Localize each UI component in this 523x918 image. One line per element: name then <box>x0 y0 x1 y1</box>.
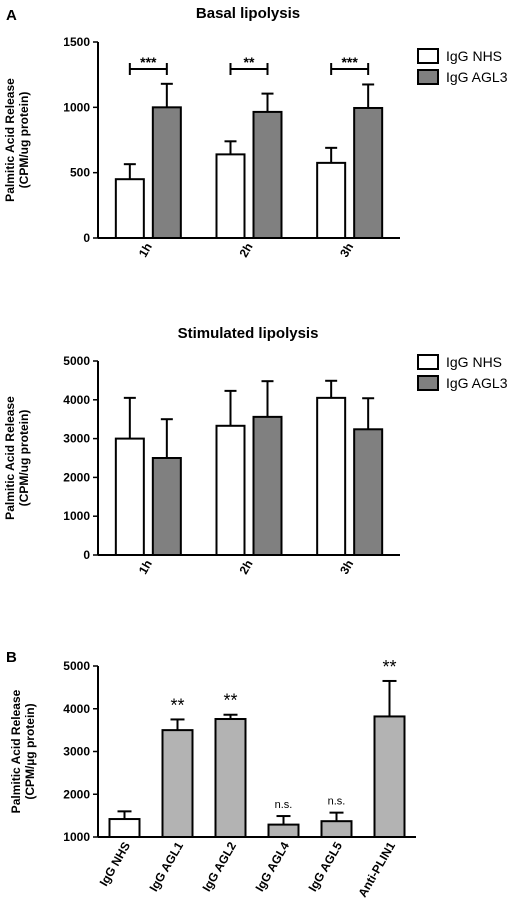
legend-label: IgG AGL3 <box>446 69 508 85</box>
significance-label: ** <box>223 691 237 711</box>
bar <box>267 823 300 838</box>
bar-igg-agl3 <box>353 106 384 239</box>
y-tick-label: 4000 <box>63 393 90 407</box>
y-tick-label: 4000 <box>63 702 90 716</box>
x-tick-label: IgG AGL5 <box>306 839 346 894</box>
x-tick-label: 2h <box>236 241 255 260</box>
legend-swatch <box>417 48 439 64</box>
y-axis-label-line: Palmitic Acid Release <box>3 78 17 202</box>
y-tick-label: 1000 <box>63 100 90 114</box>
x-tick-label: IgG AGL2 <box>200 839 240 894</box>
x-tick-label: 1h <box>136 241 155 260</box>
significance-label: n.s. <box>328 796 346 808</box>
legend-swatch <box>417 69 439 85</box>
panel-label-b: B <box>6 649 17 666</box>
legend-label: IgG NHS <box>446 48 502 64</box>
significance-label: *** <box>341 54 358 70</box>
x-tick-label: 2h <box>236 558 255 577</box>
bar-igg-nhs <box>114 178 145 239</box>
legend-swatch <box>417 375 439 391</box>
significance-label: *** <box>140 54 157 70</box>
y-tick-label: 3000 <box>63 432 90 446</box>
y-axis-label-line: (CPM/µg protein) <box>23 703 37 799</box>
chart-title: Stimulated lipolysis <box>178 325 319 342</box>
x-tick-label: 3h <box>337 241 356 260</box>
y-tick-label: 5000 <box>63 354 90 368</box>
chart-stimulated-lipolysis: Stimulated lipolysis Palmitic Acid Releas… <box>3 325 508 577</box>
bar-igg-agl3 <box>151 457 182 556</box>
bar-igg-agl3 <box>151 106 182 240</box>
bar-igg-nhs <box>316 396 347 556</box>
y-tick-label: 1000 <box>63 830 90 844</box>
y-tick-label: 3000 <box>63 745 90 759</box>
y-tick-label: 2000 <box>63 787 90 801</box>
significance-label: n.s. <box>275 799 293 811</box>
x-tick-label: IgG AGL1 <box>147 839 187 894</box>
y-axis-label-line: Palmitic Acid Release <box>3 396 17 520</box>
bar <box>161 729 194 838</box>
significance-label: ** <box>244 54 255 70</box>
y-axis-label-line: (CPM/ug protein) <box>17 410 31 507</box>
chart-basal-lipolysis: Basal lipolysis Palmitic Acid Release (CPM… <box>3 5 508 260</box>
bar <box>214 718 247 839</box>
bar-igg-nhs <box>215 424 246 556</box>
significance-label: ** <box>382 657 396 677</box>
bar-igg-agl3 <box>252 415 283 557</box>
panel-label-a: A <box>6 7 17 24</box>
bar-igg-agl3 <box>353 428 384 556</box>
y-tick-label: 2000 <box>63 470 90 484</box>
x-tick-label: 1h <box>136 558 155 577</box>
y-tick-label: 5000 <box>63 659 90 673</box>
y-tick-label: 0 <box>83 231 90 245</box>
x-tick-label: Anti-PLIN1 <box>355 839 398 899</box>
bar-igg-agl3 <box>252 110 283 239</box>
bar-igg-nhs <box>215 153 246 239</box>
bar <box>320 820 353 838</box>
y-tick-label: 0 <box>83 548 90 562</box>
y-tick-label: 1500 <box>63 35 90 49</box>
bar-igg-nhs <box>114 437 145 557</box>
y-tick-label: 1000 <box>63 509 90 523</box>
y-axis-label-line: (CPM/ug protein) <box>17 92 31 189</box>
legend-label: IgG NHS <box>446 354 502 370</box>
x-tick-label: 3h <box>337 558 356 577</box>
y-axis-label-line: Palmitic Acid Release <box>9 689 23 813</box>
bar <box>108 818 141 838</box>
significance-label: ** <box>170 695 184 715</box>
x-tick-label: IgG AGL4 <box>253 839 293 894</box>
chart-title: Basal lipolysis <box>196 5 300 22</box>
y-tick-label: 500 <box>70 166 90 180</box>
x-tick-label: IgG NHS <box>97 840 133 889</box>
legend-label: IgG AGL3 <box>446 375 508 391</box>
legend-swatch <box>417 354 439 370</box>
chart-panel-b: Palmitic Acid Release (CPM/µg protein) 100… <box>9 657 416 900</box>
bar <box>373 715 406 839</box>
bar-igg-nhs <box>316 161 347 239</box>
